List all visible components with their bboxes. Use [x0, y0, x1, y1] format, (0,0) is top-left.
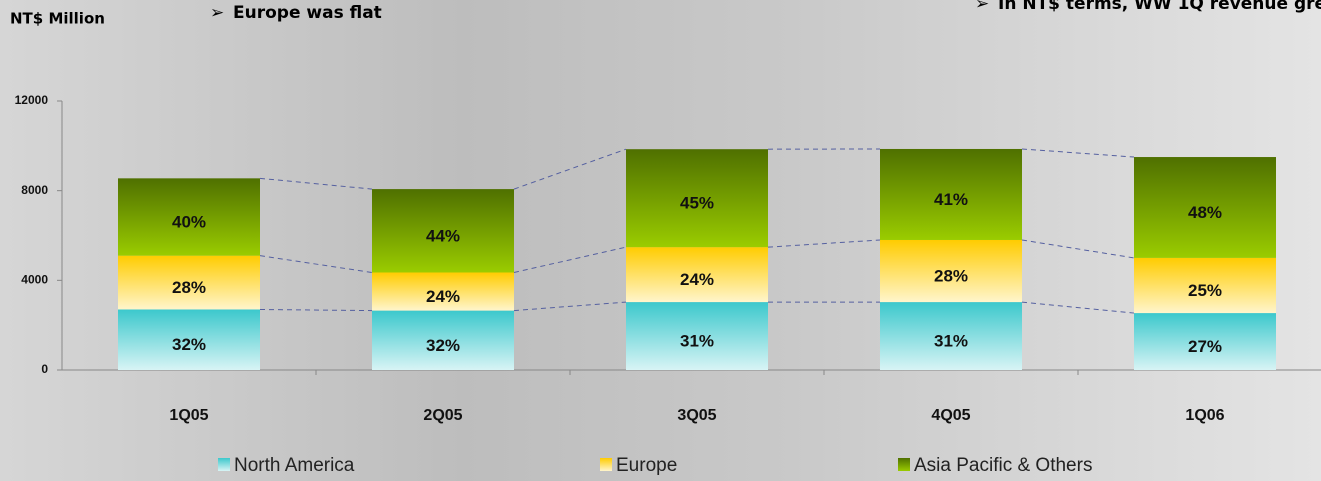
y-tick-label: 8000 — [21, 183, 48, 197]
legend-swatch — [600, 458, 612, 471]
share-label: 32% — [426, 336, 460, 355]
share-label: 28% — [172, 278, 206, 297]
y-tick-label: 12000 — [15, 93, 49, 107]
share-label: 41% — [934, 190, 968, 209]
x-tick-label: 3Q05 — [677, 407, 716, 424]
legend-swatch — [218, 458, 230, 471]
note: Europe was flat — [233, 3, 382, 23]
share-label: 40% — [172, 212, 206, 231]
legend-swatch — [898, 458, 910, 471]
share-label: 44% — [426, 226, 460, 245]
bullet: ➢ — [210, 3, 224, 23]
share-label: 25% — [1188, 281, 1222, 300]
share-label: 24% — [426, 287, 460, 306]
y-tick-label: 0 — [41, 362, 48, 376]
share-label: 45% — [680, 194, 714, 213]
x-tick-label: 4Q05 — [931, 407, 970, 424]
legend-label: Asia Pacific & Others — [914, 455, 1092, 476]
share-label: 48% — [1188, 203, 1222, 222]
share-label: 28% — [934, 267, 968, 286]
unit-label: NT$ Million — [10, 10, 105, 28]
x-tick-label: 1Q06 — [1185, 407, 1224, 424]
x-tick-label: 1Q05 — [169, 407, 208, 424]
share-label: 27% — [1188, 337, 1222, 356]
note: In NT$ terms, WW 1Q revenue grew 11% — [998, 0, 1321, 14]
x-tick-label: 2Q05 — [423, 407, 462, 424]
share-label: 31% — [934, 332, 968, 351]
legend-label: Europe — [616, 455, 677, 476]
share-label: 24% — [680, 270, 714, 289]
share-label: 32% — [172, 335, 206, 354]
chart: NT$ Million ➢ Europe was flat ➢ In NT$ t… — [0, 0, 1321, 481]
y-tick-label: 4000 — [21, 273, 48, 287]
share-label: 31% — [680, 332, 714, 351]
legend-label: North America — [234, 455, 355, 476]
bullet: ➢ — [975, 0, 989, 14]
